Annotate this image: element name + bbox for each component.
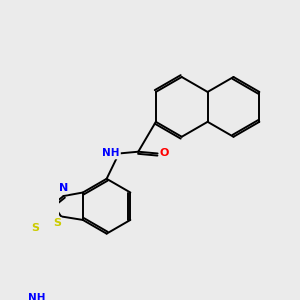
Text: O: O bbox=[160, 148, 169, 158]
Text: S: S bbox=[32, 224, 39, 233]
Text: S: S bbox=[53, 218, 61, 228]
Text: N: N bbox=[59, 183, 68, 193]
Text: NH: NH bbox=[28, 292, 46, 300]
Text: NH: NH bbox=[102, 148, 120, 158]
